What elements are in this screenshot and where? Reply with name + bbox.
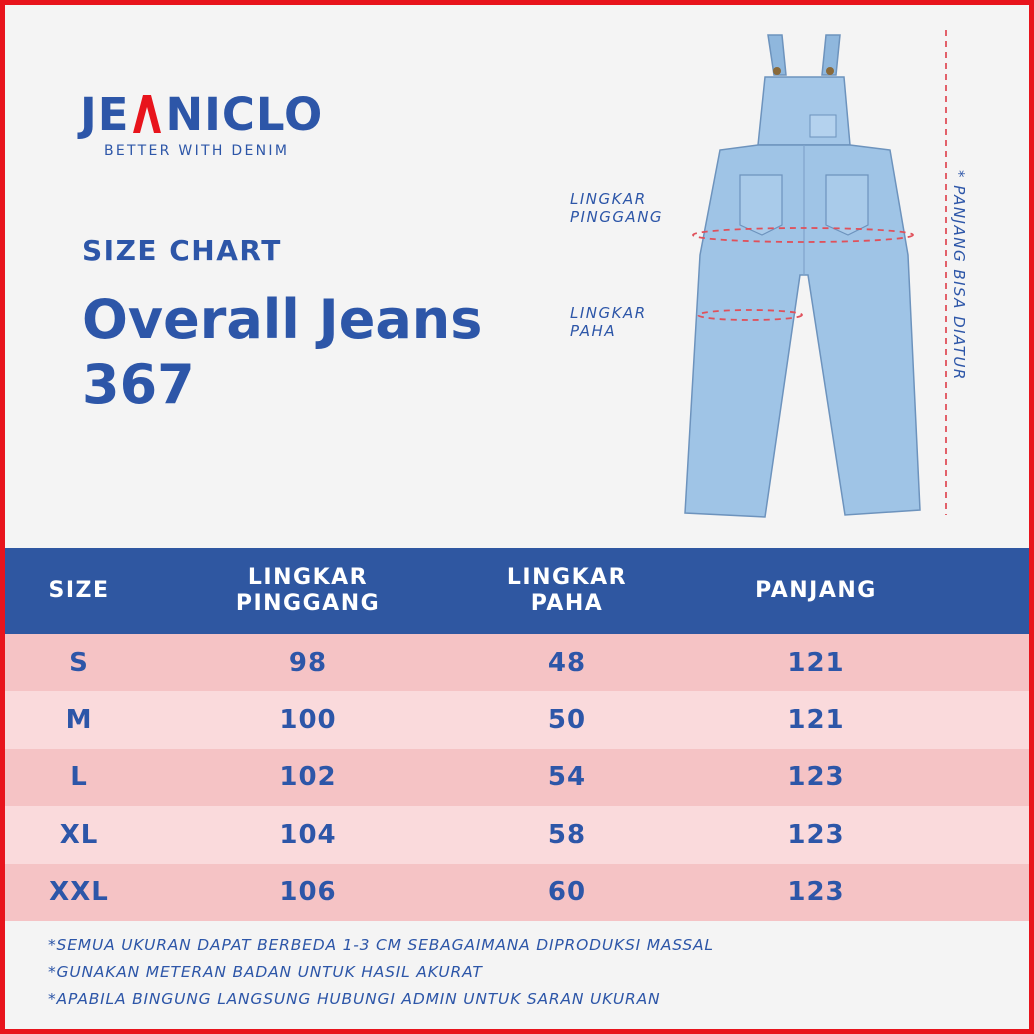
cell-length: 121 — [787, 647, 845, 678]
cell-waist: 102 — [279, 762, 337, 793]
header-length: PANJANG — [755, 577, 877, 603]
footnote-item: *GUNAKAN METERAN BADAN UNTUK HASIL AKURA… — [48, 963, 483, 981]
header-thigh: LINGKAR PAHA — [463, 565, 671, 618]
brand-tagline: BETTER WITH DENIM — [104, 143, 290, 159]
cell-waist: 100 — [279, 705, 337, 736]
thigh-measure-label: LINGKAR PAHA — [570, 304, 647, 340]
header-thigh-line2: PAHA — [530, 591, 604, 616]
cell-length: 123 — [787, 877, 845, 908]
product-title: Overall Jeans 367 — [82, 288, 522, 418]
cell-waist: 98 — [288, 647, 328, 678]
size-table-header: SIZE LINGKAR PINGGANG LINGKAR PAHA PANJA… — [5, 548, 1029, 634]
footnote-item: *APABILA BINGUNG LANGSUNG HUBUNGI ADMIN … — [48, 990, 661, 1008]
brand-name-right: NICLO — [165, 88, 324, 141]
brand-logo: JE NICLO BETTER WITH DENIM — [80, 92, 340, 159]
cell-size: XL — [59, 819, 99, 850]
cell-size: L — [70, 762, 88, 793]
waist-label-line1: LINGKAR — [570, 190, 647, 208]
cell-waist: 106 — [279, 877, 337, 908]
footnote-item: *SEMUA UKURAN DAPAT BERBEDA 1-3 CM SEBAG… — [48, 936, 714, 954]
header-size: SIZE — [48, 577, 110, 603]
thigh-label-line2: PAHA — [570, 322, 617, 340]
cell-thigh: 60 — [547, 877, 587, 908]
waist-measure-label: LINGKAR PINGGANG — [570, 190, 663, 226]
table-row: XL 104 58 123 — [5, 806, 1029, 864]
header-waist-line1: LINGKAR — [247, 564, 369, 590]
table-row: S 98 48 121 — [5, 634, 1029, 692]
thigh-label-line1: LINGKAR — [570, 304, 647, 322]
cell-thigh: 50 — [547, 705, 587, 736]
product-title-line1: Overall Jeans — [82, 288, 483, 351]
cell-length: 123 — [787, 762, 845, 793]
table-row: XXL 106 60 123 — [5, 863, 1029, 921]
logo-lambda-icon — [129, 95, 165, 137]
product-title-line2: 367 — [82, 352, 195, 416]
header-waist: LINGKAR PINGGANG — [153, 565, 463, 618]
footnotes: *SEMUA UKURAN DAPAT BERBEDA 1-3 CM SEBAG… — [48, 932, 714, 1013]
table-row: L 102 54 123 — [5, 748, 1029, 807]
cell-length: 121 — [787, 705, 845, 736]
length-adjustable-label: * PANJANG BISA DIATUR — [950, 170, 968, 381]
cell-size: M — [65, 705, 93, 736]
cell-size: S — [69, 647, 89, 678]
size-table-body: S 98 48 121 M 100 50 121 L 102 54 123 XL… — [5, 634, 1029, 921]
table-row: M 100 50 121 — [5, 691, 1029, 749]
cell-length: 123 — [787, 819, 845, 850]
size-chart-heading: SIZE CHART — [82, 234, 282, 267]
cell-thigh: 54 — [547, 762, 587, 793]
header-waist-line2: PINGGANG — [235, 591, 381, 616]
cell-thigh: 48 — [547, 647, 587, 678]
brand-wordmark: JE NICLO — [80, 92, 340, 137]
brand-name-left: JE — [80, 88, 130, 141]
cell-waist: 104 — [279, 819, 337, 850]
overall-jeans-diagram — [684, 30, 947, 518]
cell-size: XXL — [49, 877, 109, 908]
cell-thigh: 58 — [547, 819, 587, 850]
size-table: SIZE LINGKAR PINGGANG LINGKAR PAHA PANJA… — [5, 548, 1029, 921]
header-thigh-line1: LINGKAR — [506, 564, 628, 590]
waist-label-line2: PINGGANG — [570, 208, 664, 226]
